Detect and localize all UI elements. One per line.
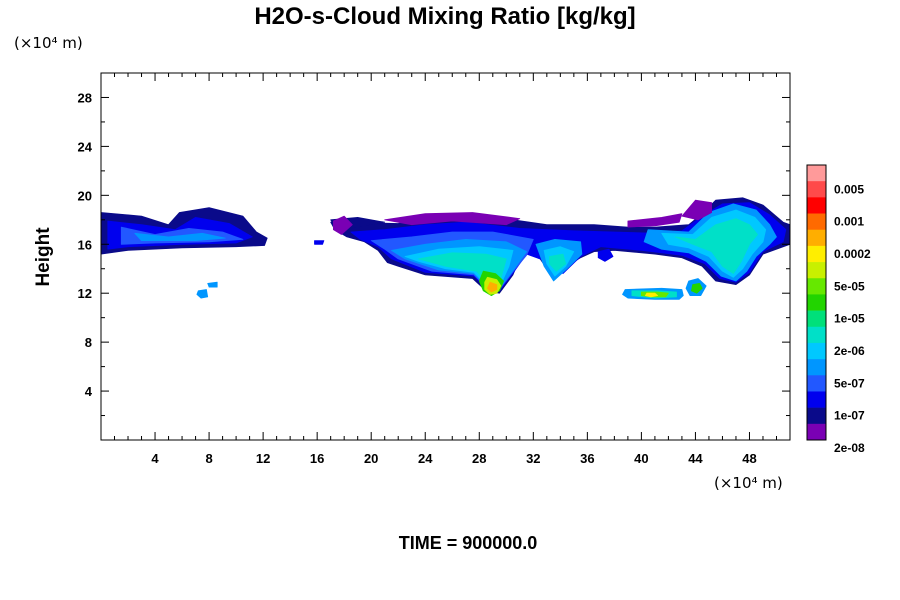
y-tick-label: 20: [78, 188, 92, 203]
contour-fill-group: [101, 197, 790, 300]
colorbar-swatch: [807, 197, 826, 214]
contour-region-20: [384, 212, 521, 226]
colorbar-swatch: [807, 262, 826, 279]
x-tick-label: 24: [418, 451, 433, 466]
x-tick-label: 16: [310, 451, 324, 466]
contour-region-22: [681, 199, 712, 221]
colorbar-label: 1e-07: [834, 409, 865, 423]
colorbar-label: 5e-07: [834, 376, 865, 390]
contour-region-3: [134, 232, 226, 242]
colorbar-swatch: [807, 278, 826, 295]
colorbar-frame: [806, 164, 827, 441]
contour-region-30: [597, 248, 614, 262]
colorbar-swatch: [807, 407, 826, 425]
contour-region-31: [196, 289, 209, 299]
x-axis: 4 8 12 16 20 24 28 32 36 40 44 48: [114, 73, 791, 466]
y-axis-unit: (×10⁴ m): [14, 34, 83, 52]
x-tick-label: 32: [526, 451, 540, 466]
plot-frame: [100, 72, 791, 441]
contour-region-15: [549, 253, 567, 272]
x-tick-label: 40: [634, 451, 648, 466]
x-tick-label: 12: [256, 451, 270, 466]
colorbar-label: 5e-05: [834, 279, 865, 293]
contour-region-18: [674, 218, 758, 275]
x-tick-label: 44: [688, 451, 703, 466]
contour-region-32: [207, 281, 218, 288]
y-tick-label: 12: [78, 286, 92, 301]
colorbar-swatch: [807, 181, 826, 198]
contour-region-21: [627, 213, 683, 228]
x-tick-label: 28: [472, 451, 486, 466]
y-tick-label: 8: [85, 335, 92, 350]
time-label: TIME = 900000.0: [399, 533, 538, 553]
colorbar-swatch: [807, 165, 826, 182]
colorbar-swatch: [807, 391, 826, 408]
y-axis-label: Height: [33, 227, 54, 287]
x-tick-label: 8: [205, 451, 212, 466]
x-tick-label: 20: [364, 451, 378, 466]
contour-region-23: [332, 215, 353, 235]
x-tick-label: 4: [151, 451, 159, 466]
colorbar-label: 2e-08: [834, 441, 865, 455]
colorbar-label: 2e-06: [834, 344, 865, 358]
colorbar-swatch: [807, 310, 826, 328]
contour-region-27: [645, 292, 658, 298]
contour-region-12: [486, 281, 498, 293]
x-axis-unit: (×10⁴ m): [714, 474, 783, 492]
y-tick-label: 28: [78, 90, 92, 105]
colorbar-swatch: [807, 326, 826, 344]
colorbar-swatch: [807, 213, 826, 231]
colorbar-swatch: [807, 229, 826, 247]
colorbar-swatch: [807, 342, 826, 360]
y-tick-label: 24: [78, 139, 93, 154]
y-tick-label: 16: [78, 237, 92, 252]
contour-region-29: [691, 282, 703, 294]
colorbar-swatch: [807, 245, 826, 263]
colorbar-label: 0.0002: [834, 247, 871, 261]
colorbar-label: 0.005: [834, 182, 864, 196]
x-tick-label: 48: [742, 451, 756, 466]
colorbar: 0.005 0.001 0.0002 5e-05 1e-05 2e-06 5e-07 1e-0…: [806, 164, 871, 455]
contour-region-33: [314, 240, 325, 245]
y-tick-label: 4: [85, 384, 93, 399]
colorbar-label: 0.001: [834, 215, 864, 229]
colorbar-label: 1e-05: [834, 312, 865, 326]
colorbar-swatch: [807, 375, 826, 392]
colorbar-swatch: [807, 423, 826, 441]
y-axis: 4 8 12 16 20 24 28: [78, 72, 790, 417]
x-tick-label: 36: [580, 451, 594, 466]
colorbar-swatch: [807, 359, 826, 376]
colorbar-swatch: [807, 294, 826, 311]
chart-title: H2O-s-Cloud Mixing Ratio [kg/kg]: [254, 3, 635, 30]
